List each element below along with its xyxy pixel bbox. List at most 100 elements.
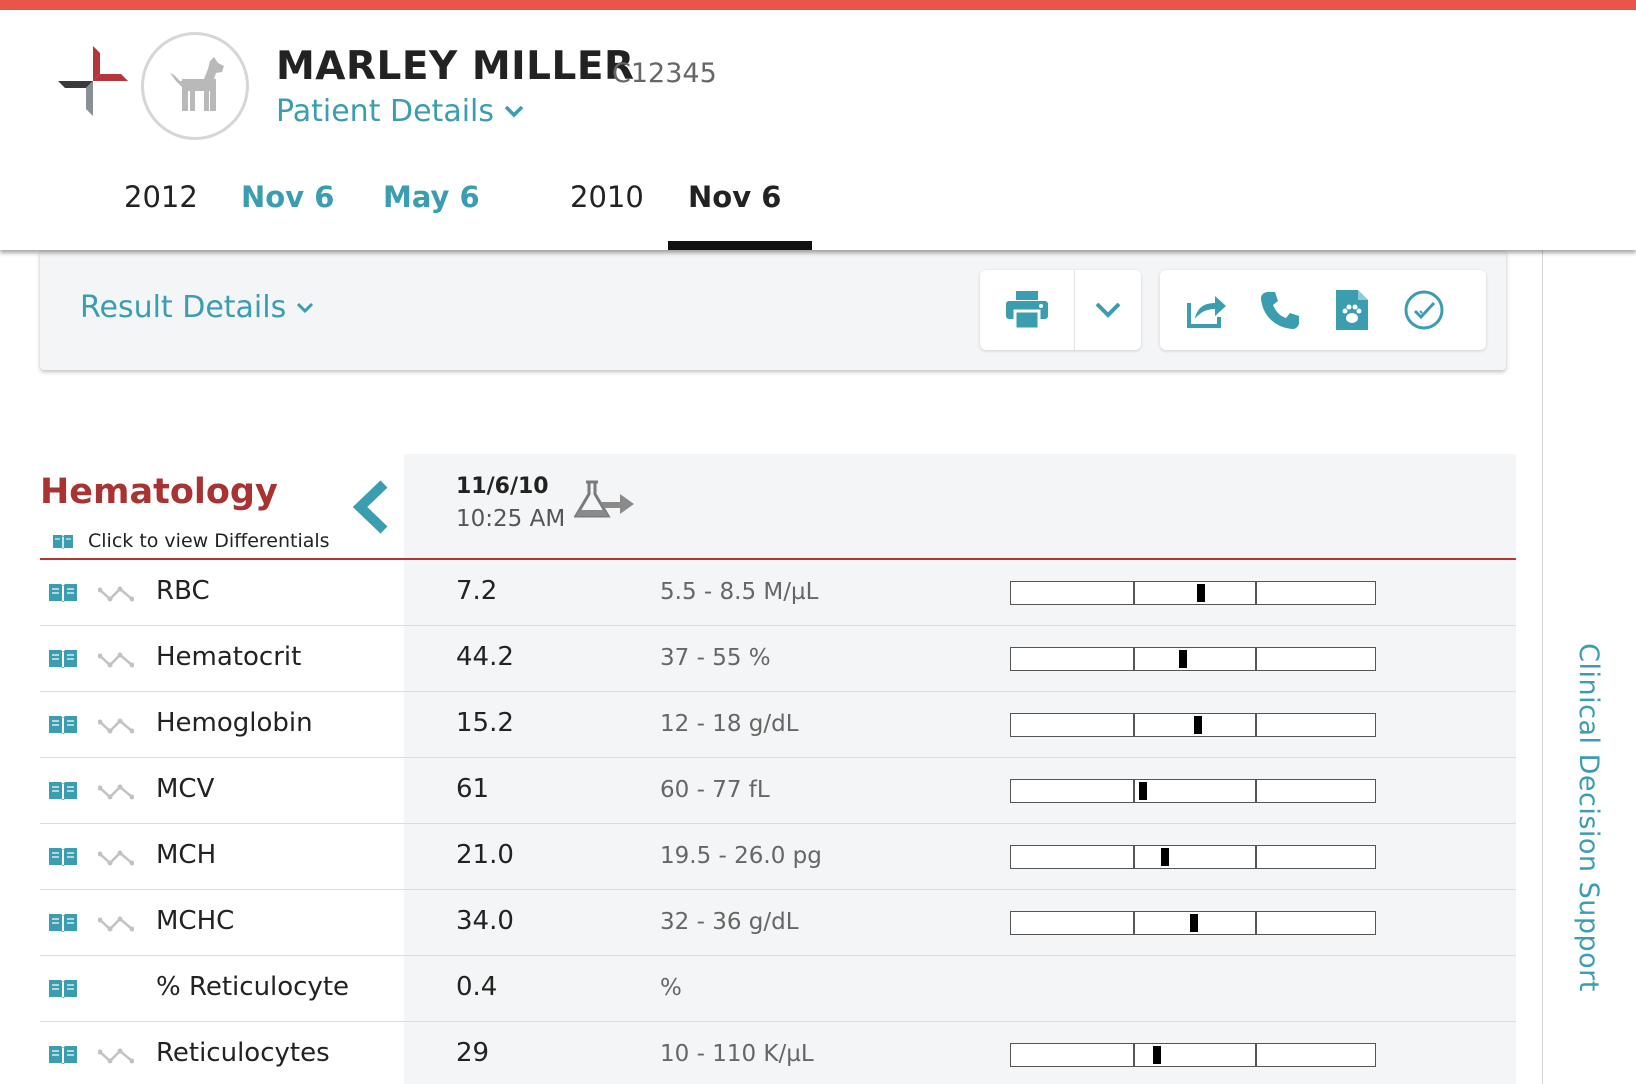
clinical-decision-support-label: Clinical Decision Support (1572, 643, 1604, 992)
row-reference-range: % (660, 975, 682, 1001)
row-result-value: 15.2 (456, 708, 514, 738)
gauge-marker (1138, 782, 1147, 800)
section-divider (40, 558, 1516, 560)
range-gauge (1010, 779, 1376, 803)
call-button[interactable] (1250, 270, 1310, 350)
book-icon[interactable] (48, 648, 78, 672)
mark-reviewed-button[interactable] (1394, 270, 1454, 350)
gauge-tick (1255, 714, 1257, 736)
gauge-tick (1255, 912, 1257, 934)
timeline-year-2012: 2012 (124, 180, 198, 214)
patient-details-dropdown[interactable]: Patient Details (276, 94, 524, 129)
trend-chart-icon[interactable] (97, 586, 135, 606)
trend-chart-icon[interactable] (97, 1048, 135, 1068)
timeline-date-nov-6-2010[interactable]: Nov 6 (688, 180, 782, 214)
dog-icon (170, 57, 224, 111)
book-icon[interactable] (48, 978, 78, 1002)
result-column-date: 11/6/10 (456, 474, 549, 499)
trend-chart-icon[interactable] (97, 652, 135, 672)
timeline-year-2010: 2010 (570, 180, 644, 214)
book-icon[interactable] (48, 582, 78, 606)
row-reference-range: 5.5 - 8.5 M/µL (660, 579, 819, 605)
row-test-name: % Reticulocyte (156, 972, 350, 1002)
result-column-time: 10:25 AM (456, 506, 566, 532)
print-options-button[interactable] (1075, 270, 1141, 350)
view-differentials-label: Click to view Differentials (88, 530, 330, 552)
table-row: Hemoglobin 15.2 12 - 18 g/dL (40, 692, 1516, 758)
book-icon[interactable] (48, 912, 78, 936)
gauge-tick (1133, 780, 1135, 802)
table-row: MCHC 34.0 32 - 36 g/dL (40, 890, 1516, 956)
book-icon[interactable] (48, 714, 78, 738)
gauge-marker (1153, 1046, 1162, 1064)
row-result-value: 21.0 (456, 840, 514, 870)
patient-header: MARLEY MILLER C12345 Patient Details 201… (0, 10, 1636, 250)
book-icon[interactable] (48, 1044, 78, 1068)
row-test-name: Hematocrit (156, 642, 302, 672)
visit-timeline: 2012 Nov 6 May 6 2010 Nov 6 (0, 160, 900, 250)
gauge-tick (1255, 780, 1257, 802)
print-icon (1006, 291, 1048, 329)
table-row: Hematocrit 44.2 37 - 55 % (40, 626, 1516, 692)
range-gauge (1010, 647, 1376, 671)
table-row: MCH 21.0 19.5 - 26.0 pg (40, 824, 1516, 890)
lab-flask-arrow-icon[interactable] (574, 480, 636, 520)
row-test-name: RBC (156, 576, 210, 606)
chevron-down-icon (504, 105, 524, 117)
clinical-decision-support-panel (1542, 250, 1636, 1084)
book-icon[interactable] (48, 780, 78, 804)
top-accent-bar (0, 0, 1636, 10)
view-differentials-link[interactable]: Click to view Differentials (52, 530, 330, 552)
row-reference-range: 60 - 77 fL (660, 777, 770, 803)
gauge-tick (1133, 714, 1135, 736)
timeline-date-may-6[interactable]: May 6 (383, 180, 480, 214)
gauge-tick (1133, 846, 1135, 868)
gauge-tick (1255, 846, 1257, 868)
gauge-marker (1160, 848, 1169, 866)
pet-report-button[interactable] (1322, 270, 1382, 350)
trend-chart-icon[interactable] (97, 718, 135, 738)
result-details-dropdown[interactable]: Result Details (80, 290, 314, 325)
range-gauge (1010, 845, 1376, 869)
patient-avatar (141, 32, 249, 140)
share-icon (1187, 296, 1226, 328)
check-circle-icon (1404, 290, 1444, 330)
gauge-marker (1193, 716, 1202, 734)
gauge-tick (1133, 1044, 1135, 1066)
book-icon (53, 535, 73, 549)
book-icon[interactable] (48, 846, 78, 870)
trend-chart-icon[interactable] (97, 784, 135, 804)
print-button[interactable] (980, 270, 1075, 350)
gauge-tick (1133, 648, 1135, 670)
share-button[interactable] (1176, 270, 1236, 350)
row-reference-range: 37 - 55 % (660, 645, 771, 671)
gauge-marker (1190, 914, 1198, 932)
app-logo-icon (58, 46, 128, 116)
chevron-left-icon[interactable] (352, 480, 392, 534)
range-gauge (1010, 911, 1376, 935)
trend-chart-icon[interactable] (97, 850, 135, 870)
row-test-name: Hemoglobin (156, 708, 313, 738)
gauge-marker (1179, 650, 1188, 668)
row-test-name: MCV (156, 774, 215, 804)
action-button-group (1160, 270, 1486, 350)
table-row: % Reticulocyte 0.4% (40, 956, 1516, 1022)
gauge-tick (1133, 912, 1135, 934)
row-result-value: 7.2 (456, 576, 498, 606)
row-result-value: 29 (456, 1038, 490, 1068)
row-reference-range: 12 - 18 g/dL (660, 711, 799, 737)
gauge-tick (1133, 582, 1135, 604)
row-result-value: 34.0 (456, 906, 514, 936)
row-test-name: Reticulocytes (156, 1038, 330, 1068)
gauge-marker (1197, 584, 1206, 602)
section-title: Hematology (40, 472, 278, 512)
timeline-date-nov-6-2012[interactable]: Nov 6 (241, 180, 335, 214)
trend-chart-icon[interactable] (97, 916, 135, 936)
pet-document-icon (1336, 290, 1368, 330)
row-result-value: 0.4 (456, 972, 498, 1002)
range-gauge (1010, 581, 1376, 605)
gauge-tick (1255, 1044, 1257, 1066)
table-row: Reticulocytes 29 10 - 110 K/µL (40, 1022, 1516, 1084)
chevron-down-icon (1095, 302, 1121, 318)
clinical-decision-support-tab[interactable]: Clinical Decision Support (1568, 643, 1608, 992)
